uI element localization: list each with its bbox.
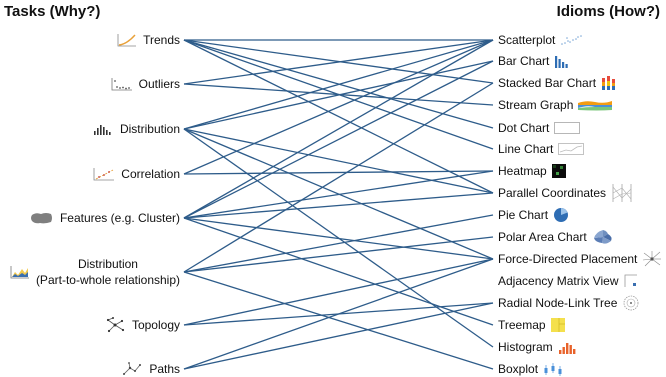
connection-distribution-to-bar bbox=[183, 60, 494, 130]
line-chart-icon bbox=[558, 143, 585, 155]
connection-trends-to-parallel bbox=[183, 39, 494, 194]
task-label-line2: (Part-to-whole relationship) bbox=[35, 273, 180, 287]
connection-features-to-scatterplot bbox=[183, 39, 494, 219]
network-icon bbox=[106, 317, 125, 333]
idiom-parallel-coordinates: Parallel Coordinates bbox=[498, 184, 633, 202]
idiom-label: Treemap bbox=[498, 318, 546, 332]
task-label: Correlation bbox=[121, 167, 180, 181]
idiom-scatterplot: Scatterplot bbox=[498, 33, 584, 47]
task-distribution-part-to-whole: Distribution (Part-to-whole relationship… bbox=[10, 256, 180, 288]
connection-features-to-heatmap bbox=[183, 170, 494, 219]
task-outliers: Outliers bbox=[111, 76, 180, 92]
task-label: Outliers bbox=[138, 77, 180, 91]
bar-chart-icon bbox=[555, 55, 569, 68]
connection-part_whole-to-pie bbox=[183, 214, 494, 273]
connection-paths-to-force bbox=[183, 258, 494, 370]
idiom-label: Parallel Coordinates bbox=[498, 186, 607, 200]
cluster-blob-icon bbox=[30, 213, 52, 224]
task-trends: Trends bbox=[117, 32, 180, 48]
connection-distribution-to-scatterplot bbox=[183, 39, 494, 130]
task-label: Topology bbox=[131, 318, 180, 332]
heatmap-icon bbox=[551, 164, 566, 178]
area-chart-icon bbox=[10, 266, 29, 279]
polar-area-icon bbox=[593, 230, 612, 244]
idiom-stacked-bar-chart: Stacked Bar Chart bbox=[498, 76, 617, 90]
connection-features-to-force bbox=[183, 217, 494, 260]
connection-part_whole-to-polar bbox=[183, 236, 494, 273]
task-topology: Topology bbox=[104, 317, 180, 333]
idiom-radial-node-link-tree: Radial Node-Link Tree bbox=[498, 294, 640, 312]
task-label: Distribution bbox=[119, 122, 180, 136]
idiom-label: Stacked Bar Chart bbox=[498, 76, 597, 90]
connection-part_whole-to-boxplot bbox=[183, 271, 494, 370]
task-label: Trends bbox=[143, 33, 180, 47]
histogram-icon bbox=[558, 342, 576, 354]
connection-features-to-bar bbox=[183, 60, 494, 219]
stacked-bar-icon bbox=[602, 76, 616, 90]
scatter-outlier-icon bbox=[111, 78, 132, 91]
stream-graph-icon bbox=[578, 101, 613, 111]
tasks-header: Tasks (Why?) bbox=[4, 3, 101, 20]
idiom-label: Line Chart bbox=[498, 142, 554, 156]
connection-correlation-to-scatterplot bbox=[183, 39, 494, 175]
idiom-boxplot: Boxplot bbox=[498, 362, 563, 376]
idiom-adjacency-matrix-view: Adjacency Matrix View bbox=[498, 274, 638, 288]
connection-outliers-to-scatterplot bbox=[183, 39, 494, 85]
idiom-bar-chart: Bar Chart bbox=[498, 54, 570, 68]
idiom-heatmap: Heatmap bbox=[498, 164, 566, 178]
idiom-label: Adjacency Matrix View bbox=[498, 274, 619, 288]
idiom-label: Polar Area Chart bbox=[498, 230, 587, 244]
idiom-label: Boxplot bbox=[498, 362, 539, 376]
idiom-histogram: Histogram bbox=[498, 340, 578, 354]
connection-features-to-treemap bbox=[183, 217, 494, 326]
idiom-line-chart: Line Chart bbox=[498, 142, 585, 156]
idiom-pie-chart: Pie Chart bbox=[498, 207, 569, 223]
idiom-stream-graph: Stream Graph bbox=[498, 98, 613, 112]
idiom-force-directed-placement: Force-Directed Placement bbox=[498, 250, 662, 268]
task-label: Paths bbox=[149, 362, 180, 376]
idiom-label: Force-Directed Placement bbox=[498, 252, 638, 266]
histogram-bars-icon bbox=[93, 125, 111, 135]
idiom-label: Stream Graph bbox=[498, 98, 574, 112]
task-label: Features (e.g. Cluster) bbox=[59, 211, 180, 225]
force-directed-icon bbox=[643, 251, 662, 267]
task-paths: Paths bbox=[121, 361, 180, 377]
path-graph-icon bbox=[123, 362, 142, 375]
connection-topology-to-force bbox=[183, 258, 494, 326]
idioms-header: Idioms (How?) bbox=[556, 3, 660, 20]
task-label: Distribution (Part-to-whole relationship… bbox=[36, 256, 180, 288]
connection-paths-to-radial bbox=[183, 302, 494, 370]
idiom-label: Heatmap bbox=[498, 164, 547, 178]
treemap-icon bbox=[550, 318, 565, 332]
correlation-scatter-icon bbox=[93, 168, 115, 181]
task-correlation: Correlation bbox=[93, 166, 180, 182]
task-distribution: Distribution bbox=[92, 121, 180, 137]
trend-line-icon bbox=[117, 34, 137, 47]
boxplot-icon bbox=[544, 362, 562, 376]
idiom-label: Pie Chart bbox=[498, 208, 549, 222]
radial-tree-icon bbox=[624, 295, 639, 311]
idiom-treemap: Treemap bbox=[498, 318, 565, 332]
idiom-label: Scatterplot bbox=[498, 33, 556, 47]
scatterplot-icon bbox=[561, 35, 583, 45]
idiom-dot-chart: Dot Chart bbox=[498, 121, 581, 135]
connection-correlation-to-heatmap bbox=[183, 170, 494, 175]
parallel-coordinates-icon bbox=[612, 184, 632, 202]
idiom-label: Dot Chart bbox=[498, 121, 550, 135]
task-label-line1: Distribution bbox=[77, 257, 138, 271]
adjacency-matrix-icon bbox=[624, 274, 637, 287]
idiom-label: Histogram bbox=[498, 340, 553, 354]
connection-part_whole-to-stacked_bar bbox=[183, 82, 494, 273]
connection-distribution-to-parallel bbox=[183, 128, 494, 194]
idiom-label: Radial Node-Link Tree bbox=[498, 296, 618, 310]
dot-chart-icon bbox=[554, 122, 581, 134]
idiom-label: Bar Chart bbox=[498, 54, 550, 68]
pie-chart-icon bbox=[554, 208, 569, 222]
task-features: Features (e.g. Cluster) bbox=[30, 210, 180, 226]
connection-features-to-parallel bbox=[183, 192, 494, 219]
idiom-polar-area-chart: Polar Area Chart bbox=[498, 229, 614, 245]
